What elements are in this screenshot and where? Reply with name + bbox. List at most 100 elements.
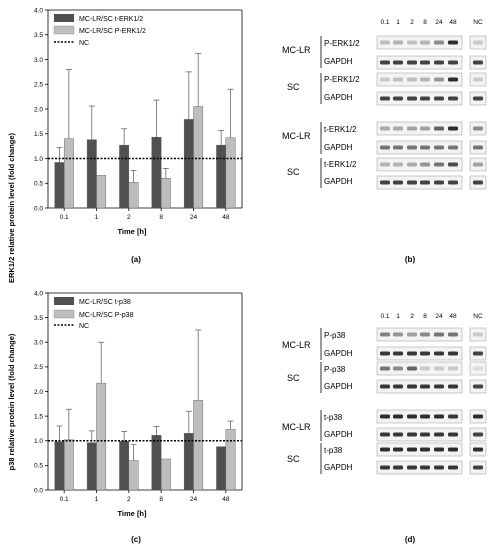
blot-band bbox=[448, 414, 458, 419]
blot-band bbox=[473, 77, 483, 82]
y-tick-label: 2.0 bbox=[34, 106, 43, 113]
blot-group-label: SC bbox=[287, 167, 300, 177]
bar bbox=[119, 441, 130, 491]
blot-band bbox=[393, 126, 403, 131]
blot-group-label: SC bbox=[287, 82, 300, 92]
x-tick-label: 1 bbox=[95, 496, 99, 503]
blot-strip bbox=[376, 157, 463, 172]
blot-band bbox=[434, 180, 444, 185]
bar bbox=[128, 182, 139, 209]
legend-label-p-p38: MC-LR/SC P-p38 bbox=[79, 312, 134, 319]
blot-band bbox=[407, 60, 417, 65]
blot-row-label: t-ERK1/2 bbox=[324, 125, 357, 134]
blot-lane-header: 2 bbox=[410, 19, 414, 26]
blot-band bbox=[448, 366, 458, 371]
blot-group-label: SC bbox=[287, 373, 300, 383]
blot-band bbox=[473, 145, 483, 150]
blot-band bbox=[434, 96, 444, 101]
blot-band bbox=[393, 414, 403, 419]
blot-band bbox=[420, 366, 430, 371]
blot-lane-header: 1 bbox=[396, 313, 400, 320]
blot-band bbox=[407, 366, 417, 371]
blot-band bbox=[448, 40, 458, 45]
blot-band bbox=[420, 384, 430, 389]
y-tick-label: 2.5 bbox=[34, 82, 43, 89]
blot-panel-d: (d) MC-LR SC MC-LR SC P-p38 GAPDH P-p38 … bbox=[282, 313, 487, 544]
blot-lane-header: 8 bbox=[423, 19, 427, 26]
blot-lane-header: 0.1 bbox=[380, 313, 389, 320]
x-tick-label: 24 bbox=[190, 214, 198, 221]
blot-strip bbox=[376, 379, 463, 394]
blot-strip bbox=[376, 442, 463, 457]
blot-group-label: MC-LR bbox=[282, 422, 311, 432]
blot-b-caption: (b) bbox=[405, 255, 416, 264]
bar bbox=[96, 175, 107, 209]
bar bbox=[225, 137, 236, 209]
chart-a-legend: MC-LR/SC t-ERK1/2 MC-LR/SC P-ERK1/2 NC bbox=[53, 14, 146, 47]
blot-band bbox=[380, 126, 390, 131]
chart-c-ylabel: p38 relative protein level (fold change) bbox=[7, 333, 16, 470]
blot-band bbox=[420, 96, 430, 101]
blot-row-label: GAPDH bbox=[324, 382, 353, 391]
bar bbox=[96, 382, 107, 491]
y-tick-label: 3.5 bbox=[34, 315, 43, 322]
blot-band bbox=[407, 145, 417, 150]
blot-band bbox=[473, 180, 483, 185]
blot-strip-nc bbox=[469, 72, 487, 87]
x-tick-label: 8 bbox=[159, 496, 163, 503]
chart-c-xlabel: Time [h] bbox=[117, 509, 147, 518]
x-tick-label: 8 bbox=[159, 214, 163, 221]
blot-band bbox=[420, 432, 430, 437]
chart-c-legend: MC-LR/SC t-p38 MC-LR/SC P-p38 NC bbox=[53, 297, 134, 330]
blot-band bbox=[448, 77, 458, 82]
blot-strip bbox=[376, 409, 463, 424]
blot-band bbox=[420, 351, 430, 356]
legend-swatch-t-p38 bbox=[54, 297, 74, 305]
blot-band bbox=[407, 162, 417, 167]
blot-band bbox=[380, 432, 390, 437]
blot-band bbox=[380, 145, 390, 150]
blot-group-label: SC bbox=[287, 454, 300, 464]
x-tick-label: 0.1 bbox=[60, 496, 69, 503]
legend-label-t-p38: MC-LR/SC t-p38 bbox=[79, 299, 131, 306]
blot-band bbox=[393, 465, 403, 470]
blot-row-label: t-ERK1/2 bbox=[324, 160, 357, 169]
blot-band bbox=[407, 180, 417, 185]
blot-band bbox=[393, 384, 403, 389]
blot-band bbox=[448, 60, 458, 65]
x-tick-label: 24 bbox=[190, 496, 198, 503]
blot-band bbox=[448, 447, 458, 452]
blot-lane-header: 24 bbox=[435, 19, 443, 26]
blot-band bbox=[448, 126, 458, 131]
blot-band bbox=[380, 351, 390, 356]
blot-lane-header: 48 bbox=[449, 19, 457, 26]
blot-band bbox=[420, 162, 430, 167]
blot-band bbox=[473, 96, 483, 101]
blot-band bbox=[407, 384, 417, 389]
blot-strip bbox=[376, 72, 463, 87]
blot-band bbox=[473, 465, 483, 470]
blot-band bbox=[434, 432, 444, 437]
blot-band bbox=[434, 447, 444, 452]
blot-band bbox=[407, 40, 417, 45]
blot-band bbox=[420, 40, 430, 45]
blot-row-label: P-p38 bbox=[324, 365, 346, 374]
blot-band bbox=[380, 414, 390, 419]
blot-strip bbox=[376, 327, 463, 342]
blot-band bbox=[407, 465, 417, 470]
blot-band bbox=[473, 40, 483, 45]
blot-row-label: GAPDH bbox=[324, 463, 353, 472]
bar bbox=[86, 139, 97, 209]
blot-d-caption: (d) bbox=[405, 535, 416, 544]
blot-band bbox=[380, 332, 390, 337]
blot-band bbox=[448, 162, 458, 167]
blot-strip-nc bbox=[469, 361, 487, 376]
x-tick-label: 48 bbox=[222, 496, 230, 503]
chart-a-caption: (a) bbox=[131, 255, 141, 264]
blot-row-label: GAPDH bbox=[324, 93, 353, 102]
blot-lane-header: 0.1 bbox=[380, 19, 389, 26]
bar bbox=[225, 429, 236, 491]
blot-band bbox=[393, 351, 403, 356]
blot-band bbox=[393, 447, 403, 452]
blot-lane-header: 24 bbox=[435, 313, 443, 320]
